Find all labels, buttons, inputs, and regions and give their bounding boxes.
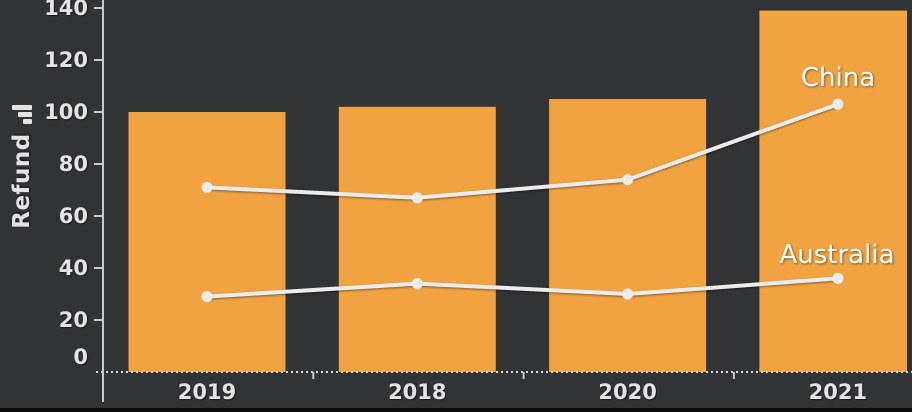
- point-australia-2018: [411, 278, 423, 290]
- line-series-china: [205, 102, 840, 200]
- bar-2021: [759, 10, 907, 372]
- bar-2019: [128, 112, 286, 372]
- y-tick-label-60: 60: [59, 204, 88, 228]
- x-tick-label-2021: 2021: [809, 380, 867, 404]
- y-axis-title-text: Refund: [9, 133, 35, 229]
- y-tick-label-120: 120: [44, 48, 88, 72]
- x-tick-label-2018: 2018: [388, 380, 446, 404]
- bar-2020: [549, 99, 707, 372]
- y-tick-label-80: 80: [59, 152, 88, 176]
- y-tick-label-140: 140: [44, 0, 88, 20]
- point-china-2018: [411, 192, 423, 204]
- bar-2018: [338, 106, 496, 373]
- series-label-china: China: [800, 63, 876, 93]
- point-china-2020: [622, 174, 634, 186]
- point-china-2019: [201, 181, 213, 193]
- point-australia-2021: [832, 272, 844, 284]
- bottom-edge-strip: [0, 408, 912, 412]
- y-tick-label-40: 40: [59, 256, 88, 280]
- y-tick-label-20: 20: [59, 308, 88, 332]
- point-australia-2019: [201, 291, 213, 303]
- bar-chart-icon: [12, 105, 32, 125]
- y-axis-title: Refund: [6, 105, 38, 229]
- series-label-australia: Australia: [779, 240, 895, 270]
- point-china-2021: [832, 98, 844, 110]
- y-tick-label-0: 0: [73, 345, 88, 369]
- line-series-australia: [205, 276, 840, 299]
- bar-series-group: [128, 10, 907, 373]
- point-australia-2020: [622, 288, 634, 300]
- x-tick-label-2020: 2020: [598, 380, 656, 404]
- y-tick-label-100: 100: [44, 100, 88, 124]
- x-tick-label-2019: 2019: [178, 380, 236, 404]
